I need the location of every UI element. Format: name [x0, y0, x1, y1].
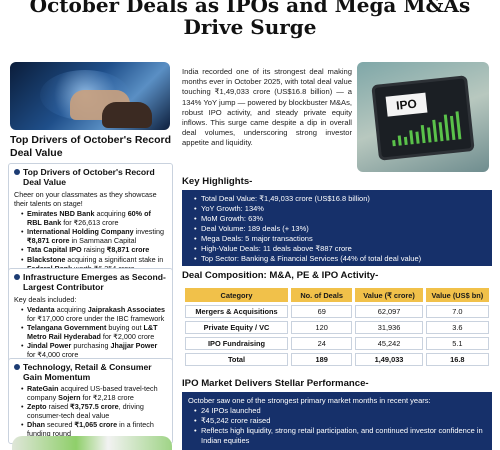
bullet-icon [14, 364, 20, 370]
page-title-line-2: Drive Surge [183, 15, 317, 39]
chart-bar-graphic [427, 127, 432, 143]
list-item: RateGain acquired US-based travel-tech c… [21, 384, 167, 402]
composition-heading: Deal Composition: M&A, PE & IPO Activity… [182, 270, 379, 281]
list-item: Vedanta acquiring Jaiprakash Associates … [21, 305, 167, 323]
chart-bar-graphic [397, 135, 402, 146]
highlight-item: MoM Growth: 63% [194, 214, 486, 224]
bottom-photo [12, 436, 172, 450]
highlight-item: Top Sector: Banking & Financial Services… [194, 254, 486, 264]
ipo-item: 24 IPOs launched [194, 406, 486, 416]
chart-bar-graphic [432, 119, 438, 142]
page-title: October Deals as IPOs and Mega M&As Driv… [0, 0, 500, 38]
stock-chart-graphic [390, 109, 463, 147]
ipo-tablet-photo: IPO [357, 62, 489, 172]
intro-paragraph: India recorded one of its strongest deal… [182, 67, 352, 148]
left-section-heading: Top Drivers of October's Record Deal Val… [10, 134, 172, 159]
table-header-row: Category No. of Deals Value (₹ crore) Va… [185, 288, 489, 302]
page-title-line-1: October Deals as IPOs and Mega M&As [29, 0, 471, 17]
chart-bar-graphic [420, 124, 426, 144]
column-header: Category [185, 288, 289, 302]
list-item: Tata Capital IPO raising ₹8,871 crore [21, 246, 167, 255]
highlights-box: Total Deal Value: ₹1,49,033 crore (US$16… [182, 190, 492, 266]
column-header: No. of Deals [291, 288, 353, 302]
list-item: Zepto raised ₹3,757.5 crore, driving con… [21, 402, 167, 420]
ipo-item: ₹45,242 crore raised [194, 416, 486, 426]
technology-card: Technology, Retail & Consumer Gain Momen… [8, 358, 173, 444]
highlights-heading: Key Highlights- [182, 176, 253, 187]
chart-bar-graphic [443, 114, 450, 141]
list-item: Emirates NBD Bank acquiring 60% of RBL B… [21, 209, 167, 227]
card-intro: Key deals included: [14, 295, 77, 304]
deal-composition-table: Category No. of Deals Value (₹ crore) Va… [182, 285, 492, 369]
chart-bar-graphic [449, 115, 456, 141]
chart-bar-graphic [403, 136, 408, 146]
chart-bar-graphic [415, 131, 420, 144]
table-row: Mergers & Acquisitions 69 62,097 7.0 [185, 305, 489, 318]
drivers-card: Top Drivers of October's Record Deal Val… [8, 163, 173, 279]
highlight-item: Mega Deals: 5 major transactions [194, 234, 486, 244]
card-title: Technology, Retail & Consumer Gain Momen… [14, 362, 167, 382]
highlight-item: YoY Growth: 134% [194, 204, 486, 214]
highlight-item: Total Deal Value: ₹1,49,033 crore (US$16… [194, 194, 486, 204]
chart-bar-graphic [392, 140, 396, 147]
chart-bar-graphic [409, 130, 414, 145]
infrastructure-card: Infrastructure Emerges as Second-Largest… [8, 268, 173, 365]
table-row: Private Equity / VC 120 31,936 3.6 [185, 321, 489, 334]
column-header: Value (US$ bn) [425, 288, 489, 302]
highlight-item: High-Value Deals: 11 deals above ₹887 cr… [194, 244, 486, 254]
ipo-lead: October saw one of the strongest primary… [188, 396, 431, 405]
list-item: International Holding Company investing … [21, 227, 167, 245]
card-title: Infrastructure Emerges as Second-Largest… [14, 272, 167, 292]
list-item: Dhan secured ₹1,065 crore in a fintech f… [21, 421, 167, 438]
stage-photo [10, 62, 170, 130]
chart-bar-graphic [438, 122, 444, 142]
card-intro: Cheer on your classmates as they showcas… [14, 190, 157, 208]
card-title: Top Drivers of October's Record Deal Val… [14, 167, 167, 187]
bullet-icon [14, 274, 20, 280]
bullet-icon [14, 169, 20, 175]
ipo-item: Reflects high liquidity, strong retail p… [194, 426, 486, 446]
ipo-heading: IPO Market Delivers Stellar Performance- [182, 378, 369, 389]
highlight-item: Deal Volume: 189 deals (+ 13%) [194, 224, 486, 234]
chart-bar-graphic [455, 111, 462, 140]
list-item: Jindal Power purchasing Jhajjar Power fo… [21, 342, 167, 359]
ipo-box: October saw one of the strongest primary… [182, 392, 492, 450]
column-header: Value (₹ crore) [355, 288, 423, 302]
list-item: Telangana Government buying out L&T Metr… [21, 323, 167, 341]
table-row: IPO Fundraising 24 45,242 5.1 [185, 337, 489, 350]
table-total-row: Total 189 1,49,033 16.8 [185, 353, 489, 366]
